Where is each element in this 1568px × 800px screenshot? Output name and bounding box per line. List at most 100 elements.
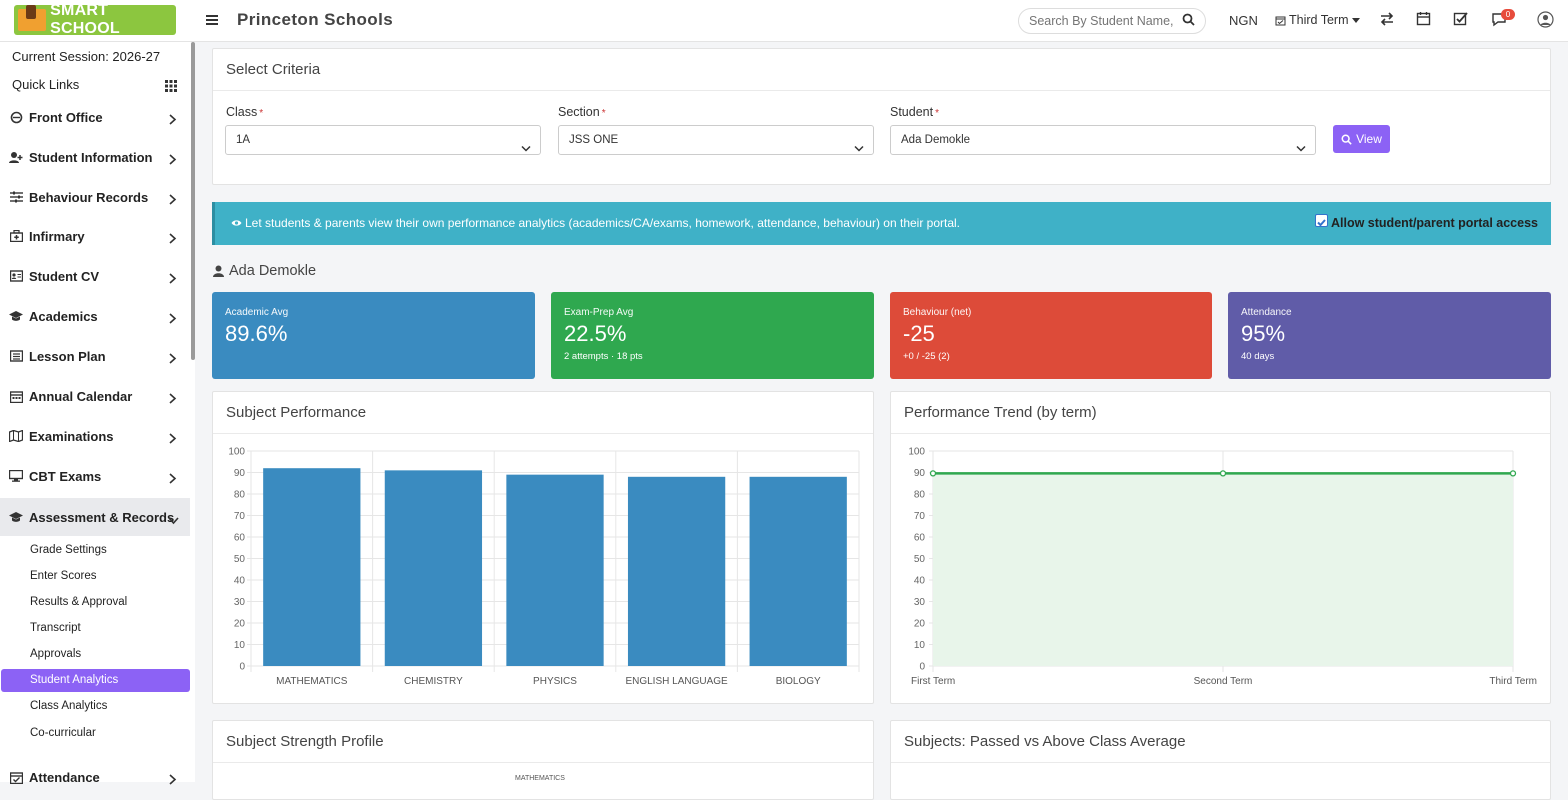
chevron-right-icon: [168, 311, 178, 324]
bar-mathematics: [263, 468, 361, 666]
stat-card-attendance: Attendance 95% 40 days: [1228, 292, 1551, 379]
stat-title: Behaviour (net): [903, 307, 972, 318]
sidebar-item-student-cv[interactable]: Student CV: [0, 257, 190, 295]
student-search-input[interactable]: [1018, 8, 1206, 34]
sidebar-item-behaviour-records[interactable]: Behaviour Records: [0, 178, 190, 216]
subject-strength-card: Subject Strength Profile MATHEMATICS: [212, 720, 874, 800]
quick-links[interactable]: Quick Links: [12, 77, 80, 92]
currency-selector[interactable]: NGN: [1229, 13, 1258, 28]
top-navbar: SMART SCHOOL Princeton Schools NGN Third…: [0, 0, 1568, 42]
sidebar: [0, 42, 195, 782]
sidebar-item-assessment-records[interactable]: Assessment & Records: [0, 498, 190, 536]
calendar-icon[interactable]: [1416, 11, 1434, 29]
tasks-check-icon[interactable]: [1453, 11, 1471, 29]
term-label: Third Term: [1289, 13, 1349, 27]
stat-card-academic-avg: Academic Avg 89.6%: [212, 292, 535, 379]
stat-value: 89.6%: [225, 321, 288, 346]
stat-value: -25: [903, 321, 935, 346]
sidebar-item-label: Annual Calendar: [29, 388, 133, 404]
submenu-grade-settings[interactable]: Grade Settings: [30, 544, 107, 556]
sidebar-item-lesson-plan[interactable]: Lesson Plan: [0, 337, 190, 375]
student-label: Student *: [890, 105, 939, 119]
user-icon: [213, 265, 224, 277]
y-tick-label: 60: [234, 533, 246, 544]
search-icon[interactable]: [1182, 13, 1196, 27]
stat-subtext: +0 / -25 (2): [903, 351, 950, 362]
y-tick-label: 20: [914, 619, 926, 630]
submenu-transcript[interactable]: Transcript: [30, 622, 81, 634]
menu-toggle-icon[interactable]: [205, 13, 221, 29]
sidebar-scrollbar[interactable]: [191, 42, 195, 360]
sidebar-item-annual-calendar[interactable]: Annual Calendar: [0, 377, 190, 415]
medkit-icon: [9, 229, 23, 243]
submenu-co-curricular[interactable]: Co-curricular: [30, 727, 96, 739]
x-tick-label: Second Term: [1194, 676, 1253, 687]
sidebar-item-label: Attendance: [29, 769, 100, 785]
school-name: Princeton Schools: [237, 10, 394, 29]
sidebar-item-attendance[interactable]: Attendance: [0, 758, 190, 796]
y-tick-label: 60: [914, 533, 926, 544]
newspaper-icon: [9, 349, 23, 363]
user-avatar-icon[interactable]: [1537, 11, 1555, 29]
sidebar-item-infirmary[interactable]: Infirmary: [0, 217, 190, 255]
student-name-text: Ada Demokle: [229, 263, 317, 279]
notification-badge: 0: [1501, 9, 1515, 20]
mug-icon: [9, 110, 23, 124]
y-tick-label: 20: [234, 619, 246, 630]
section-select[interactable]: JSS ONE: [558, 125, 874, 155]
chevron-right-icon: [168, 231, 178, 244]
sliders-icon: [9, 190, 23, 204]
submenu-approvals[interactable]: Approvals: [30, 648, 82, 660]
desktop-icon: [9, 469, 23, 483]
submenu-student-analytics[interactable]: Student Analytics: [1, 669, 190, 692]
stat-value: 22.5%: [564, 321, 627, 346]
id-card-icon: [9, 269, 23, 283]
x-tick-label: PHYSICS: [533, 676, 577, 687]
school-logo[interactable]: SMART SCHOOL: [14, 2, 176, 37]
y-tick-label: 0: [239, 662, 245, 673]
passed-vs-above-title: Subjects: Passed vs Above Class Average: [891, 721, 1550, 763]
stat-card-exam-prep-avg: Exam-Prep Avg 22.5% 2 attempts · 18 pts: [551, 292, 874, 379]
y-tick-label: 30: [234, 597, 246, 608]
sidebar-item-cbt-exams[interactable]: CBT Exams: [0, 457, 190, 495]
student-select[interactable]: Ada Demokle: [890, 125, 1316, 155]
chevron-right-icon: [168, 112, 178, 125]
graduation-cap-icon: [9, 309, 23, 323]
switch-exchange-icon[interactable]: [1379, 11, 1397, 29]
stat-value: 95%: [1241, 321, 1286, 346]
stat-title: Attendance: [1241, 307, 1292, 318]
term-selector[interactable]: Third Term: [1275, 13, 1360, 27]
y-tick-label: 40: [914, 576, 926, 587]
grid-icon[interactable]: [165, 79, 177, 92]
portal-access-label[interactable]: Allow student/parent portal access: [1331, 216, 1538, 230]
trend-point: [929, 470, 937, 477]
sidebar-item-academics[interactable]: Academics: [0, 297, 190, 335]
view-button[interactable]: View: [1333, 125, 1390, 153]
caret-down-icon: [1351, 18, 1360, 23]
stat-card-behaviour-net: Behaviour (net) -25 +0 / -25 (2): [890, 292, 1212, 379]
select-criteria-card: Select Criteria: [212, 48, 1551, 185]
submenu-results-approval[interactable]: Results & Approval: [30, 596, 128, 608]
sidebar-item-label: Behaviour Records: [29, 189, 149, 205]
sidebar-item-student-information[interactable]: Student Information: [0, 138, 190, 176]
sidebar-item-front-office[interactable]: Front Office: [0, 98, 190, 136]
chevron-right-icon: [168, 431, 178, 444]
bar-english-language: [627, 476, 726, 666]
y-tick-label: 0: [919, 662, 925, 673]
submenu-class-analytics[interactable]: Class Analytics: [30, 700, 108, 712]
logo-text: SMART SCHOOL: [50, 2, 120, 37]
student-select-value: Ada Demokle: [901, 134, 971, 146]
logo-icon: [14, 5, 50, 35]
portal-access-checkbox[interactable]: [1315, 214, 1328, 227]
stat-subtext: 40 days: [1241, 351, 1275, 362]
sidebar-item-label: Lesson Plan: [29, 348, 106, 364]
y-tick-label: 90: [914, 468, 926, 479]
chevron-right-icon: [168, 271, 178, 284]
sidebar-item-examinations[interactable]: Examinations: [0, 417, 190, 455]
class-select[interactable]: 1A: [225, 125, 541, 155]
submenu-enter-scores[interactable]: Enter Scores: [30, 570, 97, 582]
y-tick-label: 100: [228, 447, 245, 458]
x-tick-label: MATHEMATICS: [276, 676, 348, 687]
sidebar-item-label: Student CV: [29, 268, 100, 284]
chevron-down-icon: [854, 136, 864, 152]
